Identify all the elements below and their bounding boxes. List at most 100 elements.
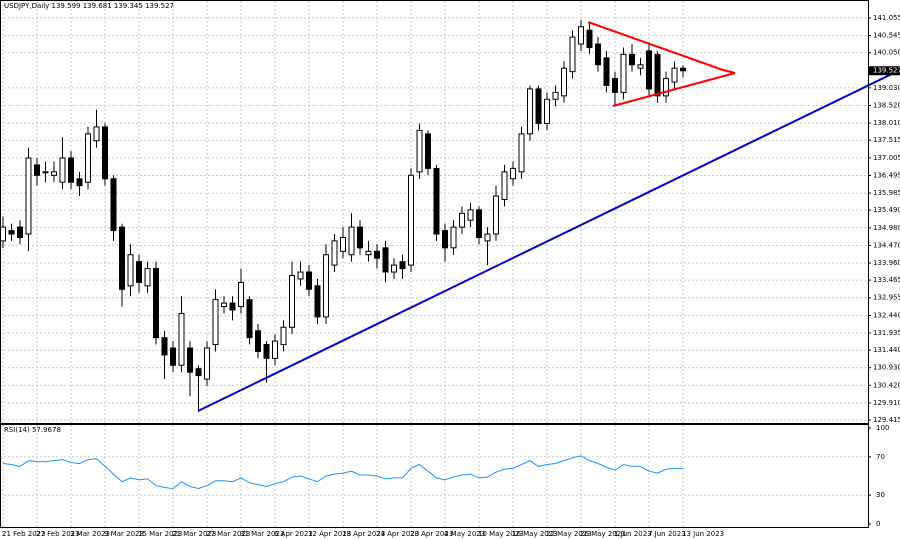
candle-body [221,302,227,308]
candle-body [85,133,91,183]
candle-body [297,271,304,280]
y-tick-label: 130.420 [873,381,900,389]
x-tick-label: 26 May 2023 [580,530,626,538]
candle-body [382,247,389,273]
candle-body [425,133,431,169]
x-tick-label: 18 Apr 2023 [342,530,385,538]
y-tick-label: 129.910 [873,399,900,407]
candle-body [493,195,499,235]
candle-body [8,230,15,235]
x-tick-label: 9 Mar 2023 [104,530,144,538]
candle-body [195,368,202,377]
y-tick-label: 133.960 [873,259,900,267]
candle-body [476,209,482,238]
candle-body [51,171,57,176]
candle-body [357,226,363,249]
rsi-title: RSI(14) 57.9678 [4,426,61,434]
triangle-lower [612,72,736,107]
candle-body [187,347,193,373]
x-tick-label: 27 Feb 2023 [36,530,80,538]
candle-body [314,285,321,318]
y-tick-label: 138.520 [873,102,900,110]
candle-body [552,91,559,100]
candle-body [323,254,329,318]
y-tick-label: 133.465 [873,276,900,284]
candle-body [527,88,533,135]
candle-body [25,157,32,235]
candle-body [374,250,380,259]
y-tick-label: 131.440 [873,346,900,354]
candle-body [391,264,397,273]
candle-body [263,344,270,359]
candle-body [612,78,618,93]
candle-body [365,250,372,256]
x-tick-label: 3 Mar 2023 [70,530,110,538]
main-pane [0,0,869,424]
candle-body [433,167,440,235]
triangle-tip [722,69,736,74]
candle-body [127,254,134,287]
marks [0,19,686,489]
candle-body [340,236,346,252]
candle-body [68,157,74,183]
candle-body [637,64,644,69]
y-tick-label: 132.955 [873,294,900,302]
candle-body [450,226,457,249]
candle-body [229,302,236,311]
candle-body [110,178,117,232]
candle-body [578,26,584,45]
x-tick-label: 24 Apr 2023 [376,530,419,538]
candle-body [408,174,414,266]
candle-body [595,43,601,66]
x-tick-label: 1 Jun 2023 [614,530,652,538]
x-tick-label: 10 May 2023 [478,530,524,538]
candle-body [161,337,168,356]
y-tick-label: 131.935 [873,329,900,337]
candle-body [119,226,125,290]
candle-body [680,67,686,72]
candle-body [238,281,244,308]
candle-body [93,126,100,142]
x-tick-label: 6 Apr 2023 [274,530,313,538]
candle-body [76,178,83,187]
candle-body [34,164,40,176]
y-tick-label: 140.545 [873,32,900,40]
candle-body [586,29,593,48]
y-tick-label: 30 [876,491,885,499]
candle-body [136,261,142,283]
candle-body [544,98,550,124]
y-tick-label: 132.440 [873,312,900,320]
y-tick-label: 70 [876,453,885,461]
candle-body [170,347,176,366]
candle-body [442,230,448,249]
y-tick-label: 137.005 [873,154,900,162]
x-tick-label: 31 Mar 2023 [240,530,284,538]
candle-body [102,126,108,180]
chart-title: USDJPY,Daily 139.599 139.681 139.345 139… [4,2,174,10]
y-tick-label: 100 [876,424,889,432]
y-tick-label: 138.010 [873,119,900,127]
x-tick-label: 13 Jun 2023 [682,530,724,538]
x-tick-label: 27 Mar 2023 [206,530,250,538]
candle-body [212,299,219,346]
x-tick-label: 16 May 2023 [512,530,558,538]
triangle-upper [587,21,724,71]
candle-body [399,261,406,270]
x-tick-label: 22 May 2023 [546,530,592,538]
x-tick-label: 28 Apr 2023 [410,530,453,538]
last-price-box [869,66,900,76]
x-tick-label: 12 Apr 2023 [308,530,351,538]
candle-body [306,271,312,290]
last-price-label: 139.527 [873,67,900,75]
candle-body [467,209,474,221]
candle-body [0,226,6,242]
y-tick-label: 137.515 [873,136,900,144]
candle-body [17,226,23,238]
candle-body [518,133,525,173]
candle-body [484,233,491,242]
candle-body [255,330,261,352]
candle-body [646,50,652,90]
y-tick-label: 136.495 [873,171,900,179]
